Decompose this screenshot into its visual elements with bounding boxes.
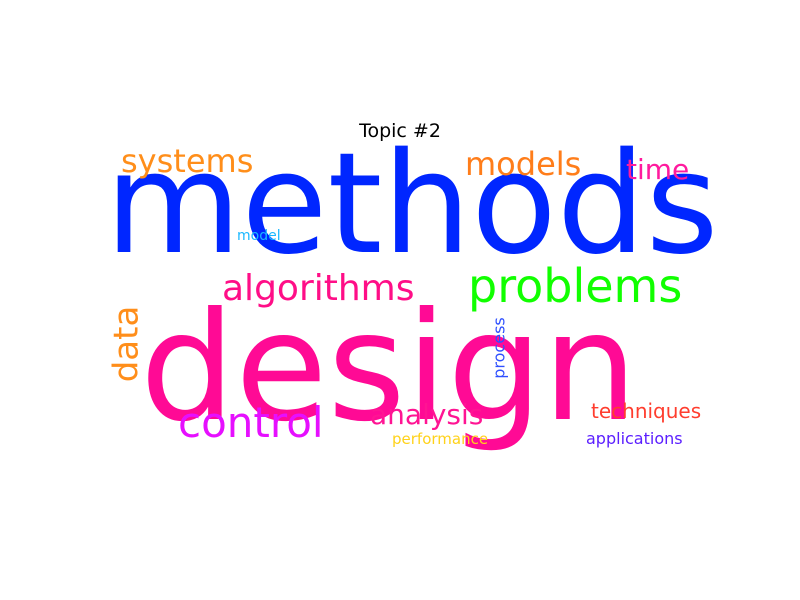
word-design: design xyxy=(140,281,638,455)
word-data: data xyxy=(106,305,147,383)
word-problems: problems xyxy=(468,259,683,313)
word-applications: applications xyxy=(586,429,683,448)
word-models: models xyxy=(465,145,582,183)
word-control: control xyxy=(178,398,324,447)
word-techniques: techniques xyxy=(591,399,702,423)
word-process: process xyxy=(489,317,509,379)
word-methods: methods xyxy=(105,123,719,286)
word-algorithms: algorithms xyxy=(222,268,415,309)
word-performance: performance xyxy=(392,430,489,448)
word-cloud: design methods problems control algorith… xyxy=(100,135,720,455)
word-model: model xyxy=(237,228,281,244)
word-analysis: analysis xyxy=(370,398,484,431)
word-systems: systems xyxy=(121,142,254,180)
chart-title: Topic #2 xyxy=(359,120,441,142)
word-time: time xyxy=(626,153,690,186)
